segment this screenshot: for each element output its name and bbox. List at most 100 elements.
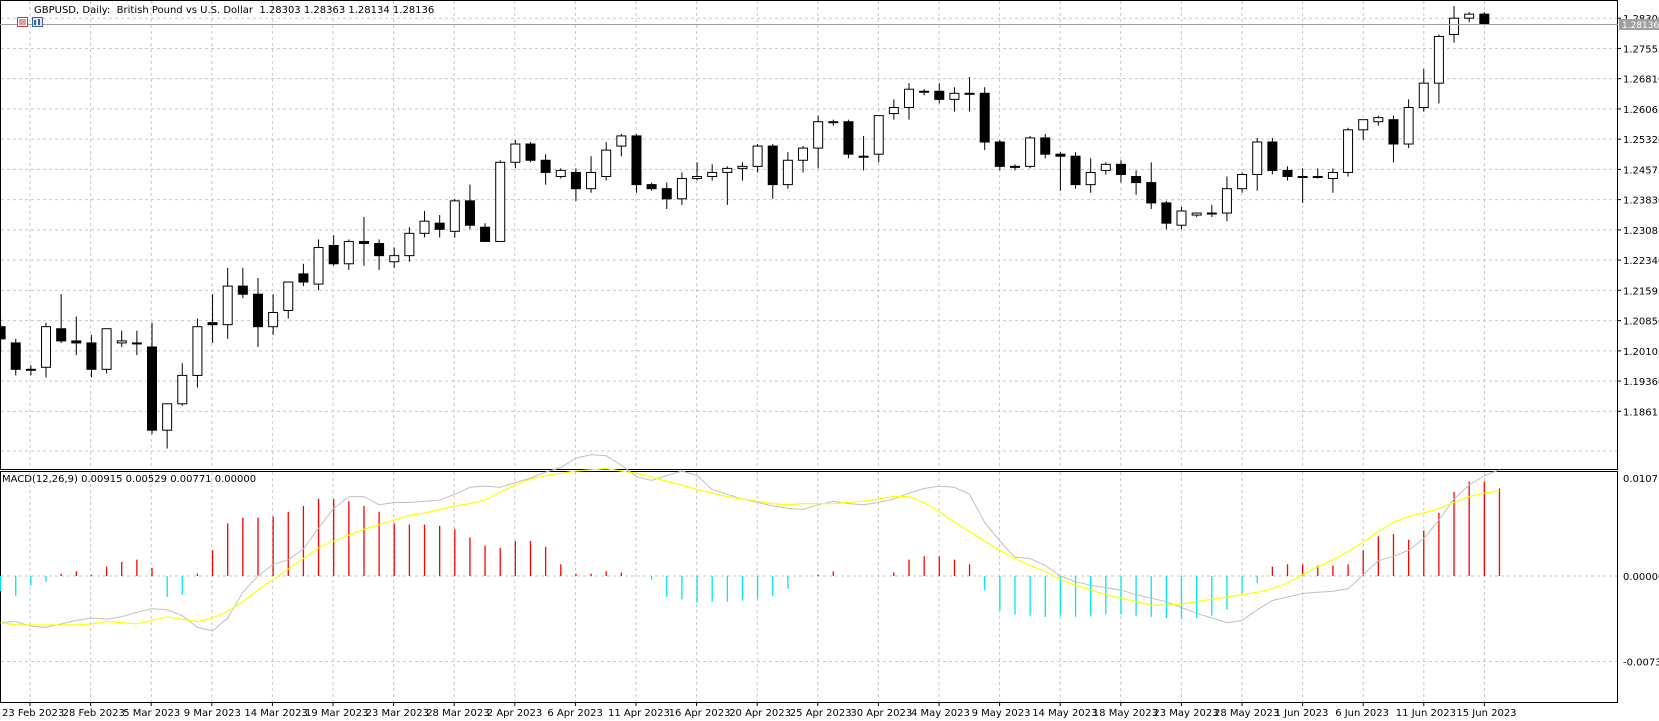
candle	[646, 182, 657, 191]
price-tick-label: 1.20850	[1623, 317, 1659, 328]
candle	[1131, 170, 1142, 195]
date-tick-label: 5 Mar 2023	[123, 708, 180, 719]
date-tick-label: 4 May 2023	[911, 708, 970, 719]
price-tick-label: 1.23830	[1623, 196, 1659, 207]
candle	[389, 247, 400, 268]
candle	[798, 146, 809, 173]
candle	[449, 198, 460, 238]
candle	[1252, 137, 1263, 191]
price-chart-area[interactable]	[0, 0, 1618, 470]
candle	[1358, 119, 1369, 140]
macd-histogram	[0, 481, 1501, 620]
candle	[1403, 99, 1414, 149]
candle	[1070, 152, 1081, 189]
candle	[525, 142, 536, 163]
candle	[1343, 127, 1354, 177]
candle	[1373, 115, 1384, 126]
price-tick-label: 1.20105	[1623, 347, 1659, 358]
candle	[313, 239, 324, 291]
candle	[1479, 12, 1490, 25]
date-tick-label: 6 Apr 2023	[547, 708, 602, 719]
macd-tick-label: -0.00733	[1623, 658, 1659, 669]
candle	[1176, 206, 1187, 230]
candle	[25, 365, 36, 376]
current-price-badge	[1619, 19, 1659, 30]
candle	[162, 403, 173, 449]
candle	[1085, 158, 1096, 193]
candle	[0, 318, 6, 354]
candle	[1388, 115, 1399, 163]
candle	[177, 363, 188, 406]
candle	[813, 115, 824, 169]
candle	[586, 156, 597, 193]
candlesticks	[0, 6, 1490, 449]
candle	[979, 87, 990, 151]
candle	[86, 334, 97, 378]
candle	[237, 267, 248, 299]
candle	[767, 144, 778, 199]
candle	[1009, 164, 1020, 171]
date-tick-label: 28 Mar 2023	[426, 708, 489, 719]
candle	[1025, 135, 1036, 169]
candle	[752, 144, 763, 173]
price-tick-label: 1.23085	[1623, 226, 1659, 237]
candle	[676, 172, 687, 205]
date-tick-label: 23 May 2023	[1153, 708, 1218, 719]
candle	[1115, 160, 1126, 183]
candle	[268, 294, 279, 335]
date-tick-label: 1 Jun 2023	[1275, 708, 1329, 719]
candle	[116, 330, 127, 347]
candle	[374, 239, 385, 270]
price-tick-label: 1.27555	[1623, 44, 1659, 55]
candle	[1433, 34, 1444, 104]
candle	[1464, 12, 1475, 23]
candle	[1237, 172, 1248, 193]
price-tick-label: 1.24575	[1623, 165, 1659, 176]
candle	[616, 133, 627, 157]
candle	[1312, 168, 1323, 179]
candle	[555, 168, 566, 179]
candle	[601, 142, 612, 181]
price-tick-label: 1.26810	[1623, 75, 1659, 86]
date-tick-label: 2 Apr 2023	[487, 708, 542, 719]
candle	[131, 330, 142, 356]
date-tick-label: 20 Apr 2023	[729, 708, 791, 719]
candle	[41, 322, 52, 378]
candle	[888, 99, 899, 120]
date-tick-label: 25 Apr 2023	[790, 708, 852, 719]
candle	[1100, 162, 1111, 175]
date-tick-label: 11 Jun 2023	[1396, 708, 1456, 719]
candle	[404, 227, 415, 262]
candle	[495, 160, 506, 242]
candle	[1055, 152, 1066, 191]
candle	[1221, 176, 1232, 222]
chart-header: GBPUSD, Daily: British Pound vs U.S. Dol…	[4, 5, 435, 27]
price-tick-label: 1.22340	[1623, 256, 1659, 267]
candle	[873, 115, 884, 163]
candle	[252, 277, 263, 347]
candle	[343, 239, 354, 270]
candle	[222, 267, 233, 339]
macd-indicator-area[interactable]	[0, 471, 1618, 703]
candle	[919, 89, 930, 96]
symbol-info-text: GBPUSD, Daily: British Pound vs U.S. Dol…	[34, 5, 435, 16]
macd-indicator-label: MACD(12,26,9) 0.00915 0.00529 0.00771 0.…	[2, 474, 257, 485]
chart-window-icon	[4, 6, 28, 27]
candle	[1191, 212, 1202, 218]
price-tick-label: 1.21595	[1623, 286, 1659, 297]
date-tick-label: 15 Jun 2023	[1456, 708, 1516, 719]
candle	[722, 166, 733, 205]
candle	[858, 135, 869, 171]
candle	[707, 164, 718, 181]
symbol-properties-icon	[19, 6, 43, 27]
price-tick-label: 1.18615	[1623, 407, 1659, 418]
date-tick-label: 16 Apr 2023	[669, 708, 731, 719]
date-tick-label: 18 May 2023	[1093, 708, 1158, 719]
date-tick-label: 11 Apr 2023	[608, 708, 670, 719]
candle	[1146, 162, 1157, 209]
candle	[1040, 133, 1051, 159]
date-tick-label: 6 Jun 2023	[1335, 708, 1389, 719]
candle	[464, 184, 475, 230]
candle	[692, 162, 703, 181]
